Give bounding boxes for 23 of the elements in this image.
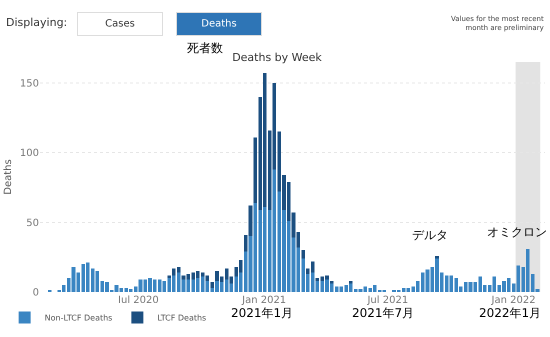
legend-label: Non-LTCF Deaths — [44, 314, 112, 323]
x-tick-label: Jan 2022 — [490, 295, 536, 306]
y-axis-title: Deaths — [2, 159, 14, 195]
text: Displaying: — [6, 16, 68, 29]
text: 2021年1月 — [231, 306, 294, 320]
text: Deaths — [201, 18, 237, 30]
bar — [435, 256, 439, 259]
chart-title: Deaths by Week — [232, 50, 322, 64]
bar — [301, 250, 305, 259]
text: 死者数 — [187, 41, 223, 55]
text: 2021年7月 — [352, 306, 414, 320]
y-tick-label: 50 — [26, 218, 39, 229]
y-tick-label: 100 — [20, 148, 39, 160]
annotation: デルタ — [412, 228, 448, 242]
y-tick-label: 0 — [32, 288, 39, 298]
x-tick-label: Jan 2021 — [241, 295, 286, 306]
bar — [210, 282, 214, 288]
legend-label: LTCF Deaths — [157, 314, 206, 323]
text: Cases — [105, 18, 135, 30]
text: 2022年1月 — [479, 306, 542, 320]
y-tick-label: 150 — [20, 78, 39, 90]
annotation: オミクロン — [487, 225, 547, 239]
x-tick-label: Jul 2021 — [366, 295, 408, 306]
